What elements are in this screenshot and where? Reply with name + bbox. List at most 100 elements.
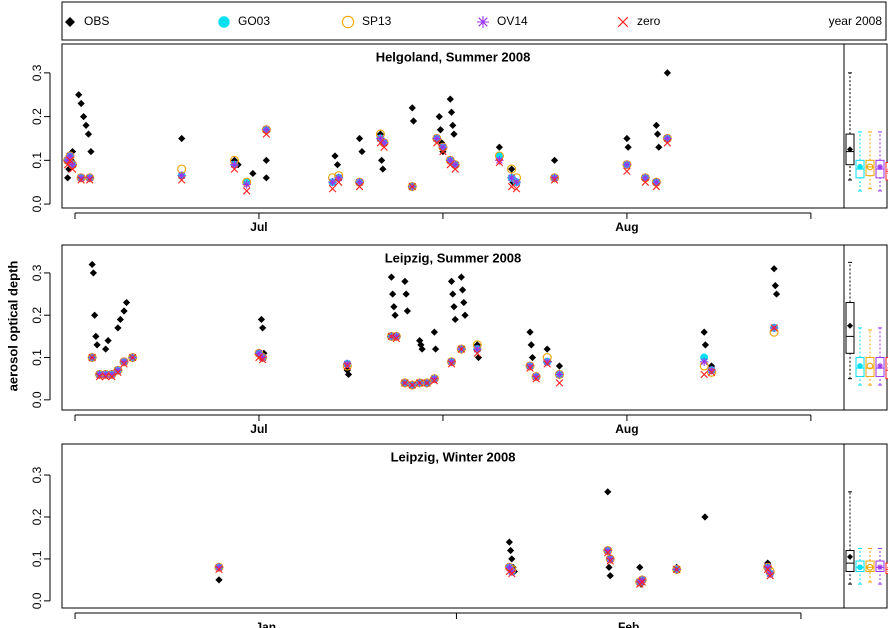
point bbox=[358, 147, 366, 156]
box-mean bbox=[866, 563, 874, 571]
point bbox=[378, 156, 386, 164]
point bbox=[458, 286, 467, 294]
point bbox=[622, 160, 632, 169]
point bbox=[447, 277, 456, 285]
point bbox=[505, 563, 514, 572]
y-tick-label: 0.3 bbox=[30, 466, 44, 483]
point bbox=[605, 563, 613, 571]
point bbox=[408, 104, 416, 112]
legend-note: year 2008 bbox=[829, 14, 883, 28]
point bbox=[230, 160, 239, 169]
legend-marker bbox=[617, 16, 629, 28]
point bbox=[331, 152, 339, 160]
point bbox=[439, 147, 447, 156]
point bbox=[68, 160, 77, 169]
point bbox=[379, 138, 389, 148]
point bbox=[447, 360, 456, 368]
y-tick-label: 0.1 bbox=[30, 550, 44, 567]
point bbox=[101, 372, 110, 381]
point bbox=[623, 167, 631, 176]
point bbox=[457, 273, 465, 281]
point bbox=[77, 99, 85, 108]
point bbox=[409, 117, 418, 125]
panel-frame bbox=[61, 443, 888, 609]
point bbox=[66, 156, 74, 165]
point bbox=[104, 337, 112, 345]
point bbox=[507, 567, 517, 576]
point bbox=[473, 344, 482, 354]
point bbox=[430, 374, 439, 383]
point bbox=[772, 290, 781, 298]
point bbox=[771, 282, 779, 290]
point bbox=[446, 95, 454, 103]
x-tick-label: Jan bbox=[255, 620, 276, 628]
point bbox=[508, 165, 516, 173]
legend-label: GO03 bbox=[238, 14, 270, 28]
box-mean bbox=[847, 553, 853, 560]
box bbox=[845, 550, 855, 573]
y-tick-label: 0.2 bbox=[30, 508, 44, 525]
point bbox=[403, 307, 411, 315]
point bbox=[624, 143, 632, 151]
point bbox=[75, 91, 83, 99]
panel-frame bbox=[61, 43, 888, 209]
point bbox=[528, 353, 537, 362]
point bbox=[447, 108, 456, 116]
point bbox=[431, 345, 440, 353]
legend-label: OBS bbox=[84, 14, 109, 28]
point bbox=[343, 359, 352, 369]
point bbox=[701, 341, 710, 349]
point bbox=[379, 165, 387, 173]
point bbox=[177, 176, 186, 184]
y-tick-label: 0.0 bbox=[30, 195, 44, 212]
point bbox=[531, 372, 541, 381]
point bbox=[506, 546, 515, 555]
legend-marker bbox=[65, 17, 75, 27]
point bbox=[334, 178, 343, 186]
point bbox=[355, 177, 364, 187]
point bbox=[68, 165, 77, 173]
point bbox=[254, 349, 264, 358]
point bbox=[392, 332, 401, 341]
point bbox=[178, 134, 186, 143]
point bbox=[603, 546, 612, 555]
box bbox=[885, 562, 888, 575]
point bbox=[641, 173, 650, 183]
point bbox=[663, 69, 671, 77]
point bbox=[495, 158, 504, 167]
point bbox=[447, 357, 456, 366]
point bbox=[116, 315, 124, 324]
point bbox=[391, 311, 399, 319]
point bbox=[84, 130, 93, 138]
point bbox=[446, 156, 455, 165]
point bbox=[230, 165, 239, 173]
legend-marker bbox=[218, 16, 230, 28]
point bbox=[119, 357, 129, 366]
point bbox=[387, 332, 396, 341]
point bbox=[700, 328, 708, 336]
point bbox=[95, 372, 104, 381]
point bbox=[701, 513, 709, 521]
point bbox=[652, 177, 661, 187]
point bbox=[450, 130, 458, 138]
point bbox=[508, 569, 516, 578]
point bbox=[460, 298, 468, 307]
point bbox=[606, 557, 614, 565]
point bbox=[436, 126, 445, 134]
point bbox=[555, 379, 564, 387]
point bbox=[433, 139, 441, 147]
point bbox=[255, 353, 263, 362]
point bbox=[82, 121, 90, 129]
point bbox=[402, 290, 410, 298]
point bbox=[430, 328, 438, 336]
point bbox=[88, 353, 96, 362]
point bbox=[700, 370, 708, 379]
point bbox=[215, 565, 223, 574]
legend-marker bbox=[477, 16, 489, 28]
point bbox=[88, 260, 96, 269]
point bbox=[699, 357, 709, 366]
point bbox=[438, 143, 448, 152]
y-tick-label: 0.2 bbox=[30, 307, 44, 324]
point bbox=[387, 273, 396, 281]
